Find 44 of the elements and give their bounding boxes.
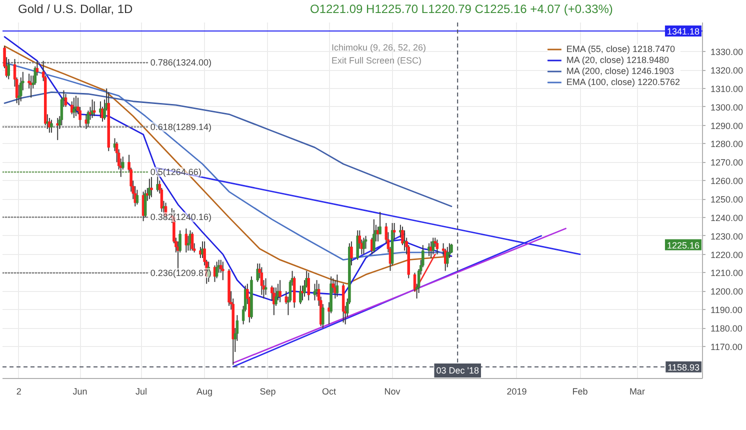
y-tick-label: 1280.00 — [710, 139, 744, 150]
y-tick-label: 1180.00 — [710, 324, 742, 334]
annotation: Exit Full Screen (ESC) — [332, 56, 422, 66]
y-tick-label: 1300.00 — [710, 102, 744, 112]
annotation: 0.618(1289.14) — [150, 122, 212, 132]
y-tick-label: 1330.00 — [710, 47, 744, 58]
annotation: 0.786(1324.00) — [150, 58, 212, 68]
x-tick-label: Jun — [72, 386, 88, 396]
legend-label: MA (200, close) 1246.1903 — [566, 66, 674, 76]
x-tick-label: Oct — [322, 386, 337, 396]
chart-subtitle: O1221.09 H1225.70 L1220.79 C1225.16 +4.07 (+0.33%) — [310, 1, 613, 18]
y-tick-label: 1230.00 — [710, 231, 744, 242]
y-tick-label: 1320.00 — [710, 66, 744, 76]
y-tick-label: 1240.00 — [710, 212, 744, 223]
y-tick-label: 1210.00 — [710, 268, 744, 278]
x-tick-label: Jul — [136, 386, 148, 396]
annotation: 0.236(1209.87) — [150, 268, 212, 278]
x-tick-label: Feb — [572, 386, 588, 396]
x-tick-label: 2019 — [506, 386, 527, 396]
annotation: Ichimoku (9, 26, 52, 26) — [332, 42, 426, 52]
x-tick-label: Aug — [196, 386, 213, 396]
legend-label: EMA (55, close) 1218.7470 — [566, 44, 675, 54]
y-tick-label: 1200.00 — [710, 286, 744, 297]
ref-line-label: 1158.93 — [668, 362, 700, 372]
y-tick-label: 1190.00 — [710, 305, 742, 316]
annotation: 0.382(1240.16) — [150, 212, 212, 222]
ref-line-label: 03 Dec '18 — [436, 366, 479, 376]
ref-line-label: 1341.18 — [666, 26, 700, 37]
x-tick-label: Sep — [260, 386, 276, 396]
y-tick-label: 1270.00 — [710, 158, 744, 168]
y-tick-label: 1220.00 — [710, 250, 744, 260]
chart-title: Gold / U.S. Dollar, 1D — [18, 1, 133, 18]
x-tick-label: Mar — [629, 386, 645, 396]
annotation: 1225.16 — [666, 240, 700, 250]
y-tick-label: 1250.00 — [710, 194, 744, 205]
y-tick-label: 1290.00 — [710, 120, 744, 131]
annotation: 0.5(1264.66) — [150, 167, 202, 178]
y-tick-label: 1310.00 — [710, 84, 744, 94]
legend-label: MA (20, close) 1218.9480 — [566, 55, 669, 65]
x-tick-label: 2 — [16, 386, 22, 396]
y-tick-label: 1170.00 — [710, 342, 742, 352]
legend-label: EMA (100, close) 1220.5762 — [566, 77, 680, 87]
x-tick-label: Nov — [384, 386, 401, 396]
y-tick-label: 1260.00 — [710, 176, 744, 186]
